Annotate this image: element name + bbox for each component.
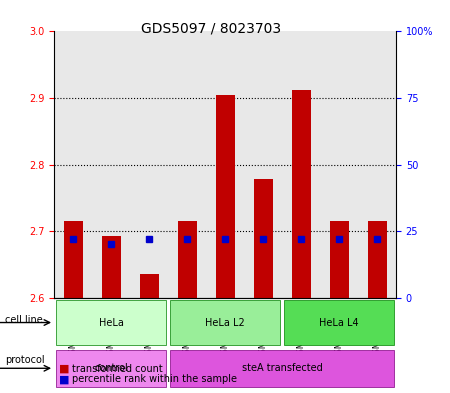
Bar — [216, 95, 234, 298]
Text: control: control — [94, 363, 128, 373]
Bar — [368, 221, 387, 298]
Text: cell line: cell line — [5, 315, 43, 325]
Text: ■: ■ — [58, 374, 69, 384]
Text: HeLa: HeLa — [99, 318, 123, 327]
Text: percentile rank within the sample: percentile rank within the sample — [72, 374, 237, 384]
Text: transformed count: transformed count — [72, 364, 163, 374]
Bar — [253, 179, 273, 298]
Bar — [329, 221, 348, 298]
Text: ■: ■ — [58, 364, 69, 374]
Bar — [292, 90, 310, 298]
Text: HeLa L2: HeLa L2 — [205, 318, 245, 327]
Text: steA transfected: steA transfected — [242, 363, 322, 373]
Bar — [63, 221, 82, 298]
Text: HeLa L4: HeLa L4 — [319, 318, 359, 327]
FancyBboxPatch shape — [56, 300, 166, 345]
Text: protocol: protocol — [5, 354, 45, 365]
Bar — [177, 221, 197, 298]
FancyBboxPatch shape — [170, 300, 280, 345]
FancyBboxPatch shape — [170, 349, 394, 387]
FancyBboxPatch shape — [284, 300, 394, 345]
Bar — [140, 274, 158, 298]
Bar — [102, 236, 121, 298]
Text: GDS5097 / 8023703: GDS5097 / 8023703 — [141, 22, 282, 36]
FancyBboxPatch shape — [56, 349, 166, 387]
